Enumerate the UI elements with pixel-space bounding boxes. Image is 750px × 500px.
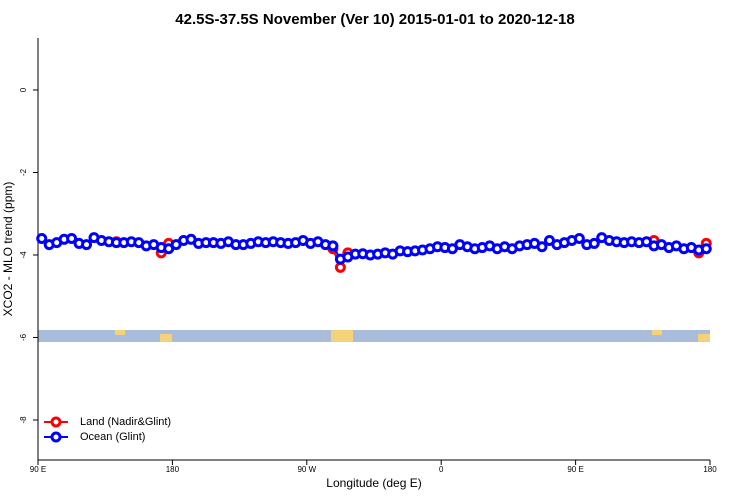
data-point <box>36 232 48 244</box>
data-point <box>81 239 93 251</box>
y-tick-label: 0 <box>19 87 28 92</box>
chart-title: 42.5S-37.5S November (Ver 10) 2015-01-01… <box>175 11 574 28</box>
y-tick-label: -6 <box>19 333 28 341</box>
data-point <box>536 241 548 253</box>
legend-marker <box>50 416 62 428</box>
x-axis-label: Longitude (deg E) <box>326 476 421 490</box>
legend-marker <box>50 431 62 443</box>
x-tick-label: 0 <box>439 465 444 474</box>
x-tick-label: 90 W <box>297 465 316 474</box>
x-tick-label: 90 E <box>30 465 46 474</box>
legend-label: Land (Nadir&Glint) <box>80 416 171 428</box>
x-tick-label: 180 <box>703 465 717 474</box>
y-axis-label: XCO2 - MLO trend (ppm) <box>1 182 15 317</box>
x-tick-label: 90 E <box>567 465 583 474</box>
y-tick-label: -4 <box>19 251 28 259</box>
y-tick-label: -2 <box>19 168 28 176</box>
data-point <box>588 237 600 249</box>
data-point <box>327 240 339 252</box>
legend-label: Ocean (Glint) <box>80 431 145 443</box>
x-tick-label: 180 <box>166 465 180 474</box>
y-tick-label: -8 <box>19 416 28 424</box>
data-point <box>66 232 78 244</box>
surface-mask <box>38 330 710 342</box>
data-point <box>573 232 585 244</box>
data-point <box>700 243 712 255</box>
